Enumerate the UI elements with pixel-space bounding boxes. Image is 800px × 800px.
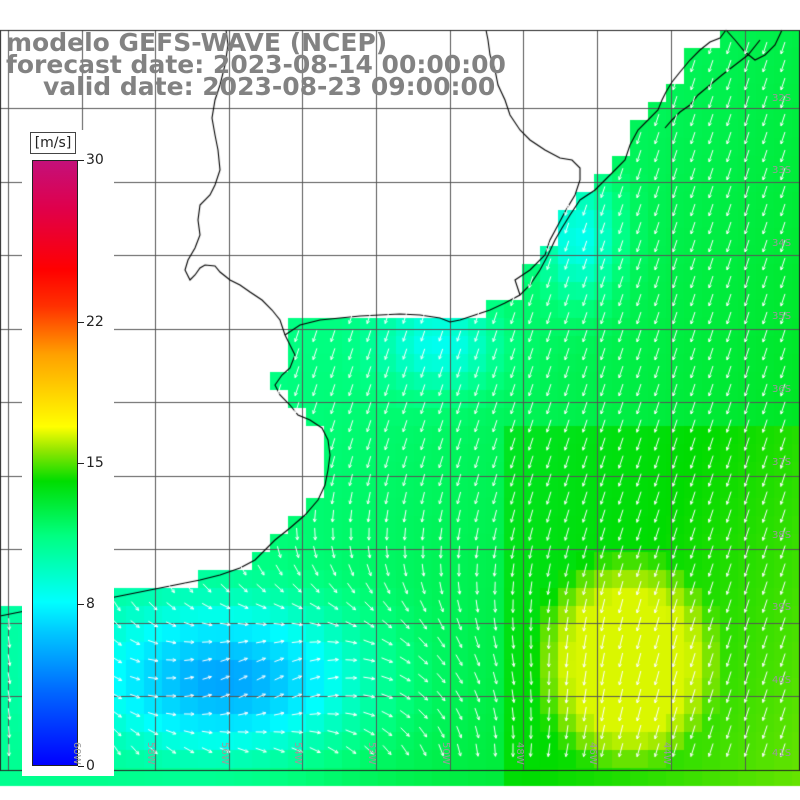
colorbar-tick-mark — [78, 160, 84, 161]
colorbar-tick-label: 30 — [86, 152, 104, 168]
latitude-label: 37S — [772, 457, 792, 468]
longitude-label: 50W — [440, 742, 451, 765]
longitude-label: 48W — [514, 742, 525, 765]
colorbar-tick-label: 22 — [86, 313, 104, 330]
colorbar-tick-label: 15 — [86, 455, 104, 471]
latitude-label: 34S — [772, 238, 792, 249]
longitude-label: 46W — [587, 742, 598, 765]
latitude-label: 39S — [772, 602, 792, 613]
map-title: modelo GEFS-WAVE (NCEP) — [6, 28, 388, 57]
latitude-label: 33S — [772, 165, 792, 176]
latitude-label: 38S — [772, 530, 792, 541]
colorbar-tick-mark — [78, 463, 84, 464]
longitude-label: 58W — [145, 742, 156, 765]
forecast-date: forecast date: 2023-08-14 00:00:00 — [6, 50, 506, 79]
longitude-label: 44W — [661, 742, 672, 765]
latitude-label: 40S — [772, 675, 792, 686]
longitude-label: 60W — [71, 742, 82, 765]
colorbar-units: [m/s] — [30, 132, 76, 154]
latitude-label: 35S — [772, 311, 792, 322]
colorbar-tick-mark — [78, 604, 84, 606]
colorbar-tick-label: 0 — [86, 758, 95, 774]
colorbar-tick-label: 8 — [86, 596, 95, 613]
valid-date: valid date: 2023-08-23 09:00:00 — [43, 72, 496, 101]
longitude-label: 52W — [366, 742, 377, 765]
latitude-label: 41S — [772, 748, 792, 759]
longitude-label: 56W — [219, 742, 230, 765]
longitude-label: 54W — [292, 742, 303, 765]
colorbar — [32, 160, 78, 766]
latitude-label: 32S — [772, 93, 792, 104]
colorbar-tick-mark — [78, 766, 84, 767]
colorbar-tick-mark — [78, 321, 84, 323]
latitude-label: 36S — [772, 384, 792, 395]
